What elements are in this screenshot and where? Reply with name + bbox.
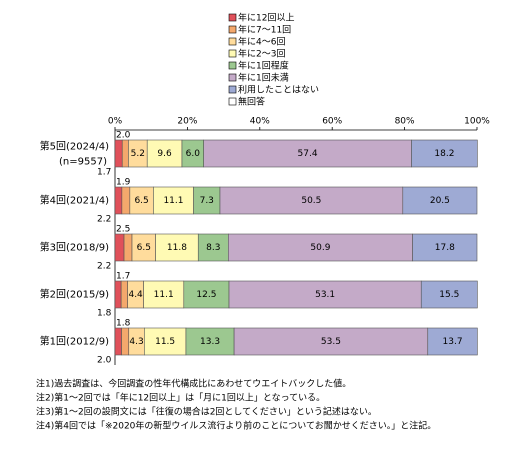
note: 注1)過去調査は、今回調査の性年代構成比にあわせてウエイトバックした値。 <box>36 378 351 390</box>
bar-segment <box>412 233 478 262</box>
x-tick-label: 100% <box>464 117 490 127</box>
legend-swatch <box>228 25 237 34</box>
value-label: 4.3 <box>129 337 143 347</box>
x-tick-label: 20% <box>177 117 197 127</box>
note: 注2)第1～2回では「年に12回以上」は「月に1回以上」となっている。 <box>36 392 325 404</box>
value-label: 17.8 <box>435 243 455 253</box>
legend-swatch <box>228 97 237 106</box>
legend-swatch <box>228 61 237 70</box>
bar-segment <box>114 139 123 168</box>
bar-segment <box>144 327 187 356</box>
value-label: 8.3 <box>206 243 220 253</box>
value-label: 53.5 <box>321 337 341 347</box>
bar-segment <box>411 139 478 168</box>
category-label: 第5回(2024/4) <box>40 140 109 153</box>
value-label: 1.9 <box>116 178 131 188</box>
value-label: 13.3 <box>200 337 220 347</box>
bar-segment <box>114 186 123 215</box>
bar-segment <box>114 280 122 309</box>
bar-segment <box>120 280 128 309</box>
legend-label: 利用したことはない <box>238 84 319 96</box>
x-tick-label: 40% <box>250 117 270 127</box>
legend-swatch <box>228 73 237 82</box>
legend-swatch <box>228 49 237 58</box>
bar-segment <box>121 186 131 215</box>
bar-segment <box>121 327 130 356</box>
value-label: 50.5 <box>301 196 321 206</box>
legend-swatch <box>228 13 237 22</box>
legend-swatch <box>228 37 237 46</box>
value-label: 1.8 <box>116 319 131 329</box>
legend-label: 年に2～3回 <box>238 48 285 60</box>
value-label: 7.3 <box>200 196 214 206</box>
bar-segment <box>114 233 125 262</box>
legend-label: 年に1回程度 <box>238 60 289 72</box>
legend-label: 年に4～6回 <box>238 36 285 48</box>
value-label: 2.0 <box>116 131 131 141</box>
value-label: 2.2 <box>97 262 111 272</box>
value-label: 50.9 <box>310 243 330 253</box>
value-label: 11.1 <box>163 196 183 206</box>
x-tick-label: 60% <box>322 117 342 127</box>
value-label: 4.4 <box>128 290 143 300</box>
bar-segment <box>420 280 478 309</box>
value-label: 13.7 <box>443 337 463 347</box>
value-label: 2.5 <box>116 225 130 235</box>
value-label: 6.5 <box>134 196 148 206</box>
bar-segment <box>155 233 199 262</box>
legend-label: 無回答 <box>238 96 265 108</box>
value-label: 20.5 <box>430 196 450 206</box>
value-label: 11.1 <box>154 290 174 300</box>
sample-size: (n=9557) <box>59 157 107 168</box>
value-label: 1.8 <box>97 309 112 319</box>
value-label: 1.7 <box>97 168 111 178</box>
bar-segment <box>402 186 478 215</box>
note: 注3)第1～2回の設問文には「往復の場合は2回としてください」という記述はない。 <box>36 406 377 418</box>
bar-segment <box>427 327 478 356</box>
value-label: 12.5 <box>196 290 216 300</box>
x-tick-label: 0% <box>108 117 123 127</box>
bar-segment <box>219 186 404 215</box>
value-label: 11.8 <box>167 243 187 253</box>
bar-segment <box>123 233 133 262</box>
bar-segment <box>228 280 422 309</box>
bar-segment <box>146 139 183 168</box>
bar-segment <box>121 139 129 168</box>
value-label: 18.2 <box>434 149 454 159</box>
category-label: 第4回(2021/4) <box>40 194 109 207</box>
category-label: 第1回(2012/9) <box>40 335 109 348</box>
value-label: 6.0 <box>186 149 201 159</box>
value-label: 1.7 <box>116 272 130 282</box>
category-label: 第2回(2015/9) <box>40 288 109 301</box>
category-label: 第3回(2018/9) <box>40 241 109 254</box>
legend-label: 年に12回以上 <box>238 12 294 24</box>
bar-segment <box>185 327 235 356</box>
value-label: 9.6 <box>157 149 172 159</box>
bar-segment <box>183 280 230 309</box>
bar-segment <box>228 233 413 262</box>
x-tick-label: 80% <box>395 117 415 127</box>
value-label: 11.5 <box>155 337 175 347</box>
value-label: 5.2 <box>131 149 145 159</box>
bar-segment <box>114 327 122 356</box>
value-label: 6.5 <box>137 243 151 253</box>
value-label: 53.1 <box>315 290 335 300</box>
value-label: 57.4 <box>298 149 318 159</box>
bar-segment <box>143 280 185 309</box>
value-label: 2.0 <box>97 356 112 366</box>
value-label: 15.5 <box>439 290 459 300</box>
legend-label: 年に7～11回 <box>238 24 291 36</box>
legend-label: 年に1回未満 <box>238 72 289 84</box>
legend-swatch <box>228 85 237 94</box>
value-label: 2.2 <box>97 215 111 225</box>
note: 注4)第4回では「※2020年の新型ウイルス流行より前のことについてお聞かせくだ… <box>36 420 436 432</box>
